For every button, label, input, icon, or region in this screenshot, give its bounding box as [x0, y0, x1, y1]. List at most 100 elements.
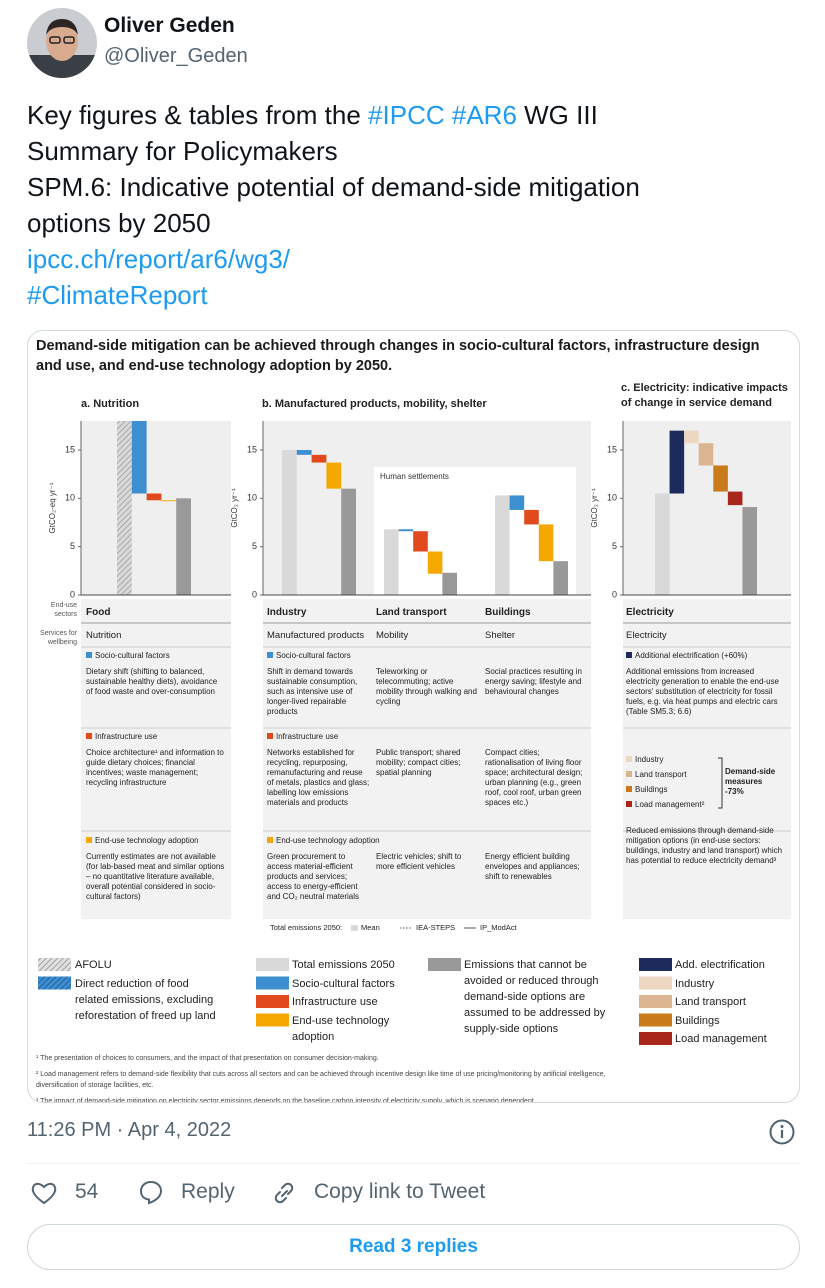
section-text: Compact cities; rationalisation of livin… — [485, 748, 583, 807]
total-bar — [117, 421, 132, 595]
y-tick-label: 15 — [65, 444, 75, 454]
section-text: Networks established for recycling, repu… — [267, 748, 370, 807]
table-background — [263, 599, 591, 919]
like-count[interactable]: 54 — [75, 1180, 99, 1203]
y-tick-label: 5 — [252, 541, 257, 551]
legend-swatch — [639, 958, 672, 971]
service-label: Electricity — [626, 630, 667, 641]
end-bar — [176, 498, 191, 595]
section-label: Socio-cultural factors — [276, 651, 351, 660]
reply-button[interactable]: Reply — [181, 1180, 235, 1203]
end-bar — [742, 507, 757, 595]
section-swatch — [86, 733, 92, 739]
y-tick-label: 10 — [65, 493, 75, 503]
inset-label: Human settlements — [380, 472, 449, 481]
section-text: Teleworking or telecommuting; active mob… — [376, 667, 477, 706]
y-tick-label: 5 — [612, 541, 617, 551]
total-bar — [384, 529, 399, 595]
measures-label: Demand-side measures — [725, 767, 776, 786]
timestamp[interactable]: 11:26 PM · Apr 4, 2022 — [27, 1119, 232, 1141]
legend-label: Emissions that cannot be avoided or redu… — [464, 959, 606, 1035]
figure: 0 5 10 15 GtCO₂-eq yr⁻¹ Human settlements 0 5 10… — [38, 421, 791, 1045]
mean-swatch — [351, 925, 358, 931]
section-text: Choice architecture¹ and information to … — [86, 748, 224, 787]
total-bar — [655, 493, 670, 595]
legend-label: Direct reduction of food related emissio… — [75, 977, 216, 1022]
y-tick-label: 0 — [252, 589, 257, 599]
tweet-line: #ClimateReport — [27, 277, 807, 313]
section-text: Reduced emissions through demand-side mi… — [626, 826, 783, 865]
footnote: ³ The impact of demand-side mitigation o… — [36, 1098, 536, 1103]
total-legend-title: Total emissions 2050: — [270, 923, 343, 932]
sector-label: Food — [86, 607, 111, 618]
tweet-link[interactable]: #ClimateReport — [27, 280, 208, 310]
y-tick-label: 10 — [607, 493, 617, 503]
legend-label: Load management — [675, 1033, 767, 1045]
tweet-link[interactable]: ipcc.ch/report/ar6/wg3/ — [27, 244, 291, 274]
tweet-text-part: Key figures & tables from the — [27, 100, 369, 130]
step-bar — [161, 500, 177, 502]
tweet-link[interactable]: #IPCC — [368, 100, 445, 130]
tweet-line: Key figures & tables from the #IPCC #AR6… — [27, 97, 807, 133]
legend-swatch — [639, 1032, 672, 1045]
legend-label: Add. electrification — [675, 959, 765, 971]
legend-swatch — [639, 976, 672, 990]
measures-value: -73% — [725, 787, 744, 796]
service-label: Shelter — [485, 630, 516, 641]
y-tick-label: 0 — [70, 589, 75, 599]
reply-icon[interactable] — [137, 1179, 165, 1207]
legend-label: End-use technology adoption — [292, 1014, 390, 1043]
item-label: Buildings — [635, 785, 668, 794]
footnote: ¹ The presentation of choices to consume… — [36, 1055, 379, 1062]
copy-link-button[interactable]: Copy link to Tweet — [314, 1180, 486, 1203]
section-swatch — [267, 733, 273, 739]
section-text: Green procurement to access material-eff… — [267, 852, 360, 901]
panel-title: a. Nutrition — [81, 398, 140, 410]
total-legend-mean: Mean — [361, 923, 380, 932]
total-legend-iea: IEA-STEPS — [416, 923, 456, 932]
legend-label: Land transport — [675, 996, 746, 1008]
read-replies-button[interactable]: Read 3 replies — [27, 1224, 800, 1270]
tweet-image[interactable]: 0 5 10 15 GtCO₂-eq yr⁻¹ Human settlements 0 5 10… — [27, 330, 800, 1103]
plot-background — [81, 421, 231, 595]
legend-label: Industry — [675, 977, 715, 990]
y-axis-label: GtCO₂-eq yr⁻¹ — [48, 482, 57, 533]
tweet-text-part: Summary for Policymakers — [27, 136, 338, 166]
item-swatch — [626, 756, 632, 762]
step-bar — [669, 430, 685, 494]
link-icon[interactable] — [270, 1179, 298, 1207]
like-icon[interactable] — [30, 1180, 58, 1206]
step-bar — [427, 551, 443, 574]
legend-label: Socio-cultural factors — [292, 977, 395, 990]
item-swatch — [626, 786, 632, 792]
tweet-text-part: SPM.6: Indicative potential of demand-si… — [27, 172, 640, 202]
y-tick-label: 15 — [607, 444, 617, 454]
tweet-text-part: options by 2050 — [27, 208, 211, 238]
item-label: Land transport — [635, 770, 687, 779]
avatar[interactable] — [26, 7, 98, 79]
end-bar — [553, 561, 568, 595]
section-text: Electric vehicles; shift to more efficie… — [376, 852, 462, 871]
tweet-link[interactable]: #AR6 — [451, 100, 517, 130]
section-label: Infrastructure use — [95, 732, 158, 741]
section-text: Dietary shift (shifting to balanced, sus… — [86, 667, 218, 696]
author-handle[interactable]: @Oliver_Geden — [104, 45, 248, 67]
item-swatch — [626, 801, 632, 807]
row-label: Services for wellbeing — [40, 630, 77, 646]
section-text: Shift in demand towards sustainable cons… — [267, 667, 358, 716]
section-text: Currently estimates are not available (f… — [86, 852, 225, 901]
sector-label: Electricity — [626, 607, 674, 618]
section-label: Infrastructure use — [276, 732, 339, 741]
legend-swatch — [256, 958, 289, 971]
section-swatch — [267, 837, 273, 843]
separator — [27, 1163, 800, 1164]
legend-label: Infrastructure use — [292, 996, 378, 1008]
panel-title: b. Manufactured products, mobility, shel… — [262, 398, 487, 410]
sector-label: Land transport — [376, 607, 447, 618]
author-name[interactable]: Oliver Geden — [104, 14, 235, 37]
section-text: Energy efficient building envelopes and … — [485, 852, 580, 881]
section-label: End-use technology adoption — [276, 836, 380, 845]
section-text: Public transport; shared mobility; compa… — [376, 748, 461, 777]
panel-title: c. Electricity: indicative impacts of ch… — [621, 382, 788, 409]
info-icon[interactable] — [768, 1118, 796, 1146]
